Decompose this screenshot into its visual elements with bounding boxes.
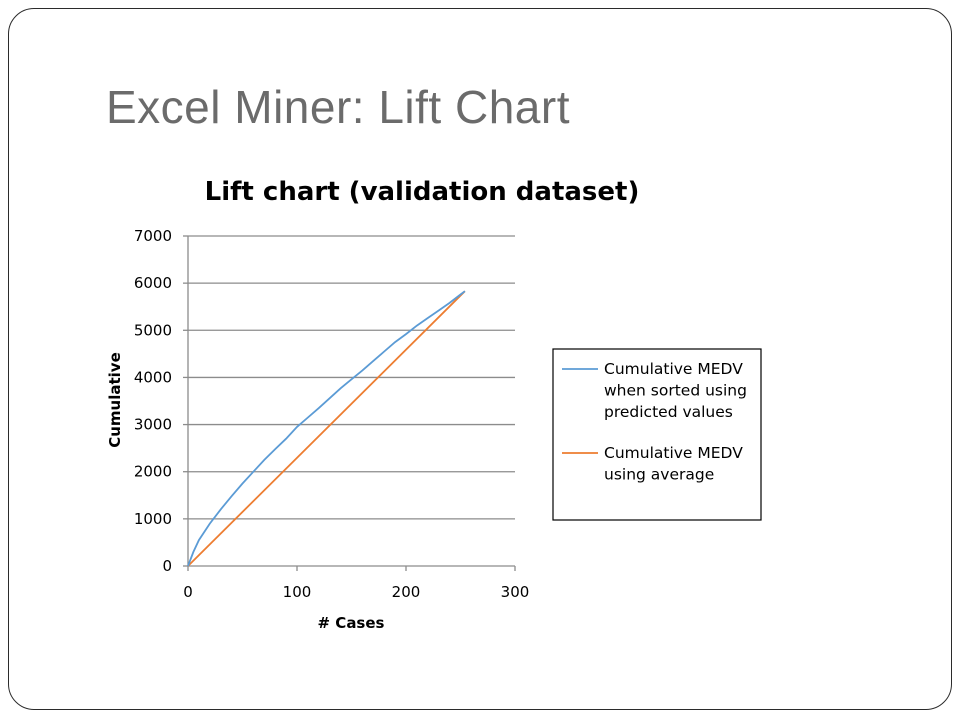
legend-label: Cumulative MEDV xyxy=(604,444,743,462)
legend-label: predicted values xyxy=(604,403,733,421)
y-tick-label: 1000 xyxy=(134,510,172,528)
slide-frame xyxy=(8,8,952,710)
y-tick-label: 7000 xyxy=(134,227,172,245)
legend-label: Cumulative MEDV xyxy=(604,360,743,378)
y-tick-label: 4000 xyxy=(134,368,172,386)
x-tick-label: 200 xyxy=(392,583,421,601)
chart-legend: Cumulative MEDV when sorted using predicte… xyxy=(552,348,762,521)
chart-series xyxy=(187,290,466,567)
chart-gridlines xyxy=(188,235,515,520)
y-tick-label: 3000 xyxy=(134,416,172,434)
chart-title: Lift chart (validation dataset) xyxy=(205,177,640,207)
y-tick-labels: 0 1000 2000 3000 4000 5000 6000 7000 xyxy=(134,227,172,575)
chart-axes xyxy=(183,235,516,571)
x-tick-labels: 0 100 200 300 xyxy=(183,583,529,601)
x-tick-label: 0 xyxy=(183,583,193,601)
legend-box xyxy=(552,348,762,521)
slide-title: Excel Miner: Lift Chart xyxy=(106,81,570,133)
y-axis-label: Cumulative xyxy=(106,352,124,448)
y-tick-label: 6000 xyxy=(134,274,172,292)
series-line-2 xyxy=(187,290,466,567)
x-axis-label: # Cases xyxy=(318,614,385,632)
x-tick-label: 300 xyxy=(501,583,530,601)
y-tick-label: 5000 xyxy=(134,321,172,339)
x-tick-label: 100 xyxy=(283,583,312,601)
legend-label: using average xyxy=(604,466,714,484)
legend-label: when sorted using xyxy=(604,382,747,400)
y-tick-label: 2000 xyxy=(134,463,172,481)
series-line-1 xyxy=(187,290,466,567)
y-tick-label: 0 xyxy=(162,557,172,575)
